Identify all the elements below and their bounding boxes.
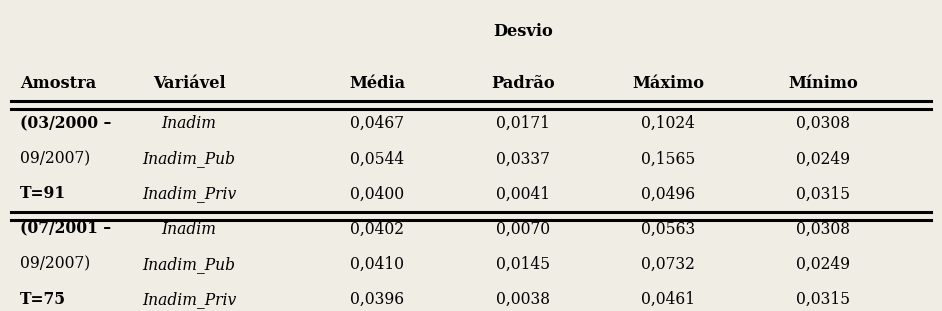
Text: (07/2001 –: (07/2001 – <box>20 220 111 238</box>
Text: Desvio: Desvio <box>493 23 553 40</box>
Text: 0,0308: 0,0308 <box>796 115 851 132</box>
Text: Máximo: Máximo <box>632 76 705 92</box>
Text: 0,0337: 0,0337 <box>495 150 549 167</box>
Text: 0,0308: 0,0308 <box>796 220 851 238</box>
Text: Amostra: Amostra <box>20 76 96 92</box>
Text: 0,0070: 0,0070 <box>495 220 550 238</box>
Text: 0,0249: 0,0249 <box>796 256 851 273</box>
Text: 0,0732: 0,0732 <box>642 256 695 273</box>
Text: Mínimo: Mínimo <box>788 76 858 92</box>
Text: Média: Média <box>349 76 405 92</box>
Text: 0,0315: 0,0315 <box>796 291 851 308</box>
Text: 0,0410: 0,0410 <box>350 256 404 273</box>
Text: T=91: T=91 <box>20 185 66 202</box>
Text: Variável: Variável <box>153 76 225 92</box>
Text: 0,0496: 0,0496 <box>642 185 695 202</box>
Text: 0,0041: 0,0041 <box>495 185 550 202</box>
Text: 0,0145: 0,0145 <box>495 256 550 273</box>
Text: Inadim_Pub: Inadim_Pub <box>143 256 236 273</box>
Text: Inadim_Pub: Inadim_Pub <box>143 150 236 167</box>
Text: 0,1565: 0,1565 <box>642 150 695 167</box>
Text: (03/2000 –: (03/2000 – <box>20 115 111 132</box>
Text: Inadim_Priv: Inadim_Priv <box>142 185 236 202</box>
Text: Inadim: Inadim <box>162 220 217 238</box>
Text: 0,0171: 0,0171 <box>495 115 549 132</box>
Text: T=75: T=75 <box>20 291 66 308</box>
Text: 0,1024: 0,1024 <box>642 115 695 132</box>
Text: 0,0400: 0,0400 <box>350 185 404 202</box>
Text: 0,0249: 0,0249 <box>796 150 851 167</box>
Text: 09/2007): 09/2007) <box>20 256 90 273</box>
Text: 09/2007): 09/2007) <box>20 150 90 167</box>
Text: 0,0402: 0,0402 <box>350 220 404 238</box>
Text: 0,0467: 0,0467 <box>350 115 404 132</box>
Text: 0,0396: 0,0396 <box>350 291 404 308</box>
Text: 0,0315: 0,0315 <box>796 185 851 202</box>
Text: 0,0461: 0,0461 <box>642 291 695 308</box>
Text: 0,0563: 0,0563 <box>642 220 695 238</box>
Text: Padrão: Padrão <box>491 76 555 92</box>
Text: Inadim_Priv: Inadim_Priv <box>142 291 236 308</box>
Text: Inadim: Inadim <box>162 115 217 132</box>
Text: 0,0544: 0,0544 <box>350 150 404 167</box>
Text: 0,0038: 0,0038 <box>495 291 550 308</box>
